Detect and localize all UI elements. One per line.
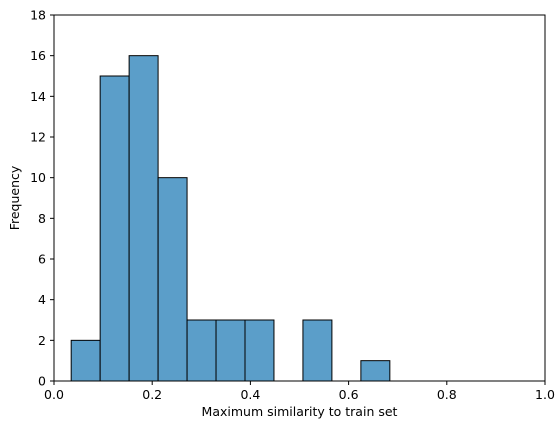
- y-axis-label: Frequency: [7, 165, 22, 230]
- histogram-bar-4: [186, 319, 217, 382]
- x-tick-label: 0.4: [240, 387, 260, 402]
- x-tick-label: 1.0: [535, 387, 555, 402]
- histogram-bar-8: [302, 319, 333, 382]
- x-tick-label: 0.0: [44, 387, 64, 402]
- y-tick-label: 0: [38, 374, 46, 389]
- histogram-bar-5: [215, 319, 246, 382]
- x-axis-ticks: 0.0 0.2 0.4 0.6 0.8 1.0: [44, 381, 555, 402]
- y-tick-label: 10: [30, 170, 46, 185]
- x-axis-label: Maximum similarity to train set: [202, 404, 398, 419]
- y-tick-label: 4: [38, 292, 46, 307]
- y-tick-label: 8: [38, 211, 46, 226]
- histogram-bar-1: [99, 75, 130, 382]
- histogram-bar-0: [70, 339, 101, 382]
- plot-frame: [53, 14, 546, 382]
- y-tick-label: 6: [38, 252, 46, 267]
- histogram-bar-6: [244, 319, 275, 382]
- histogram-bar-2: [128, 55, 159, 382]
- x-tick-label: 0.2: [142, 387, 162, 402]
- y-tick-label: 18: [30, 8, 46, 23]
- y-tick-label: 2: [38, 333, 46, 348]
- x-tick-label: 0.6: [339, 387, 359, 402]
- y-axis-ticks: 0 2 4 6 8 10 12 14 16 18: [30, 8, 54, 389]
- y-tick-label: 14: [30, 89, 46, 104]
- y-tick-label: 12: [30, 130, 46, 145]
- x-tick-label: 0.8: [437, 387, 457, 402]
- histogram-bar-10: [360, 360, 391, 382]
- bars-group: [70, 55, 391, 382]
- histogram-bar-3: [157, 177, 188, 382]
- y-tick-label: 16: [30, 48, 46, 63]
